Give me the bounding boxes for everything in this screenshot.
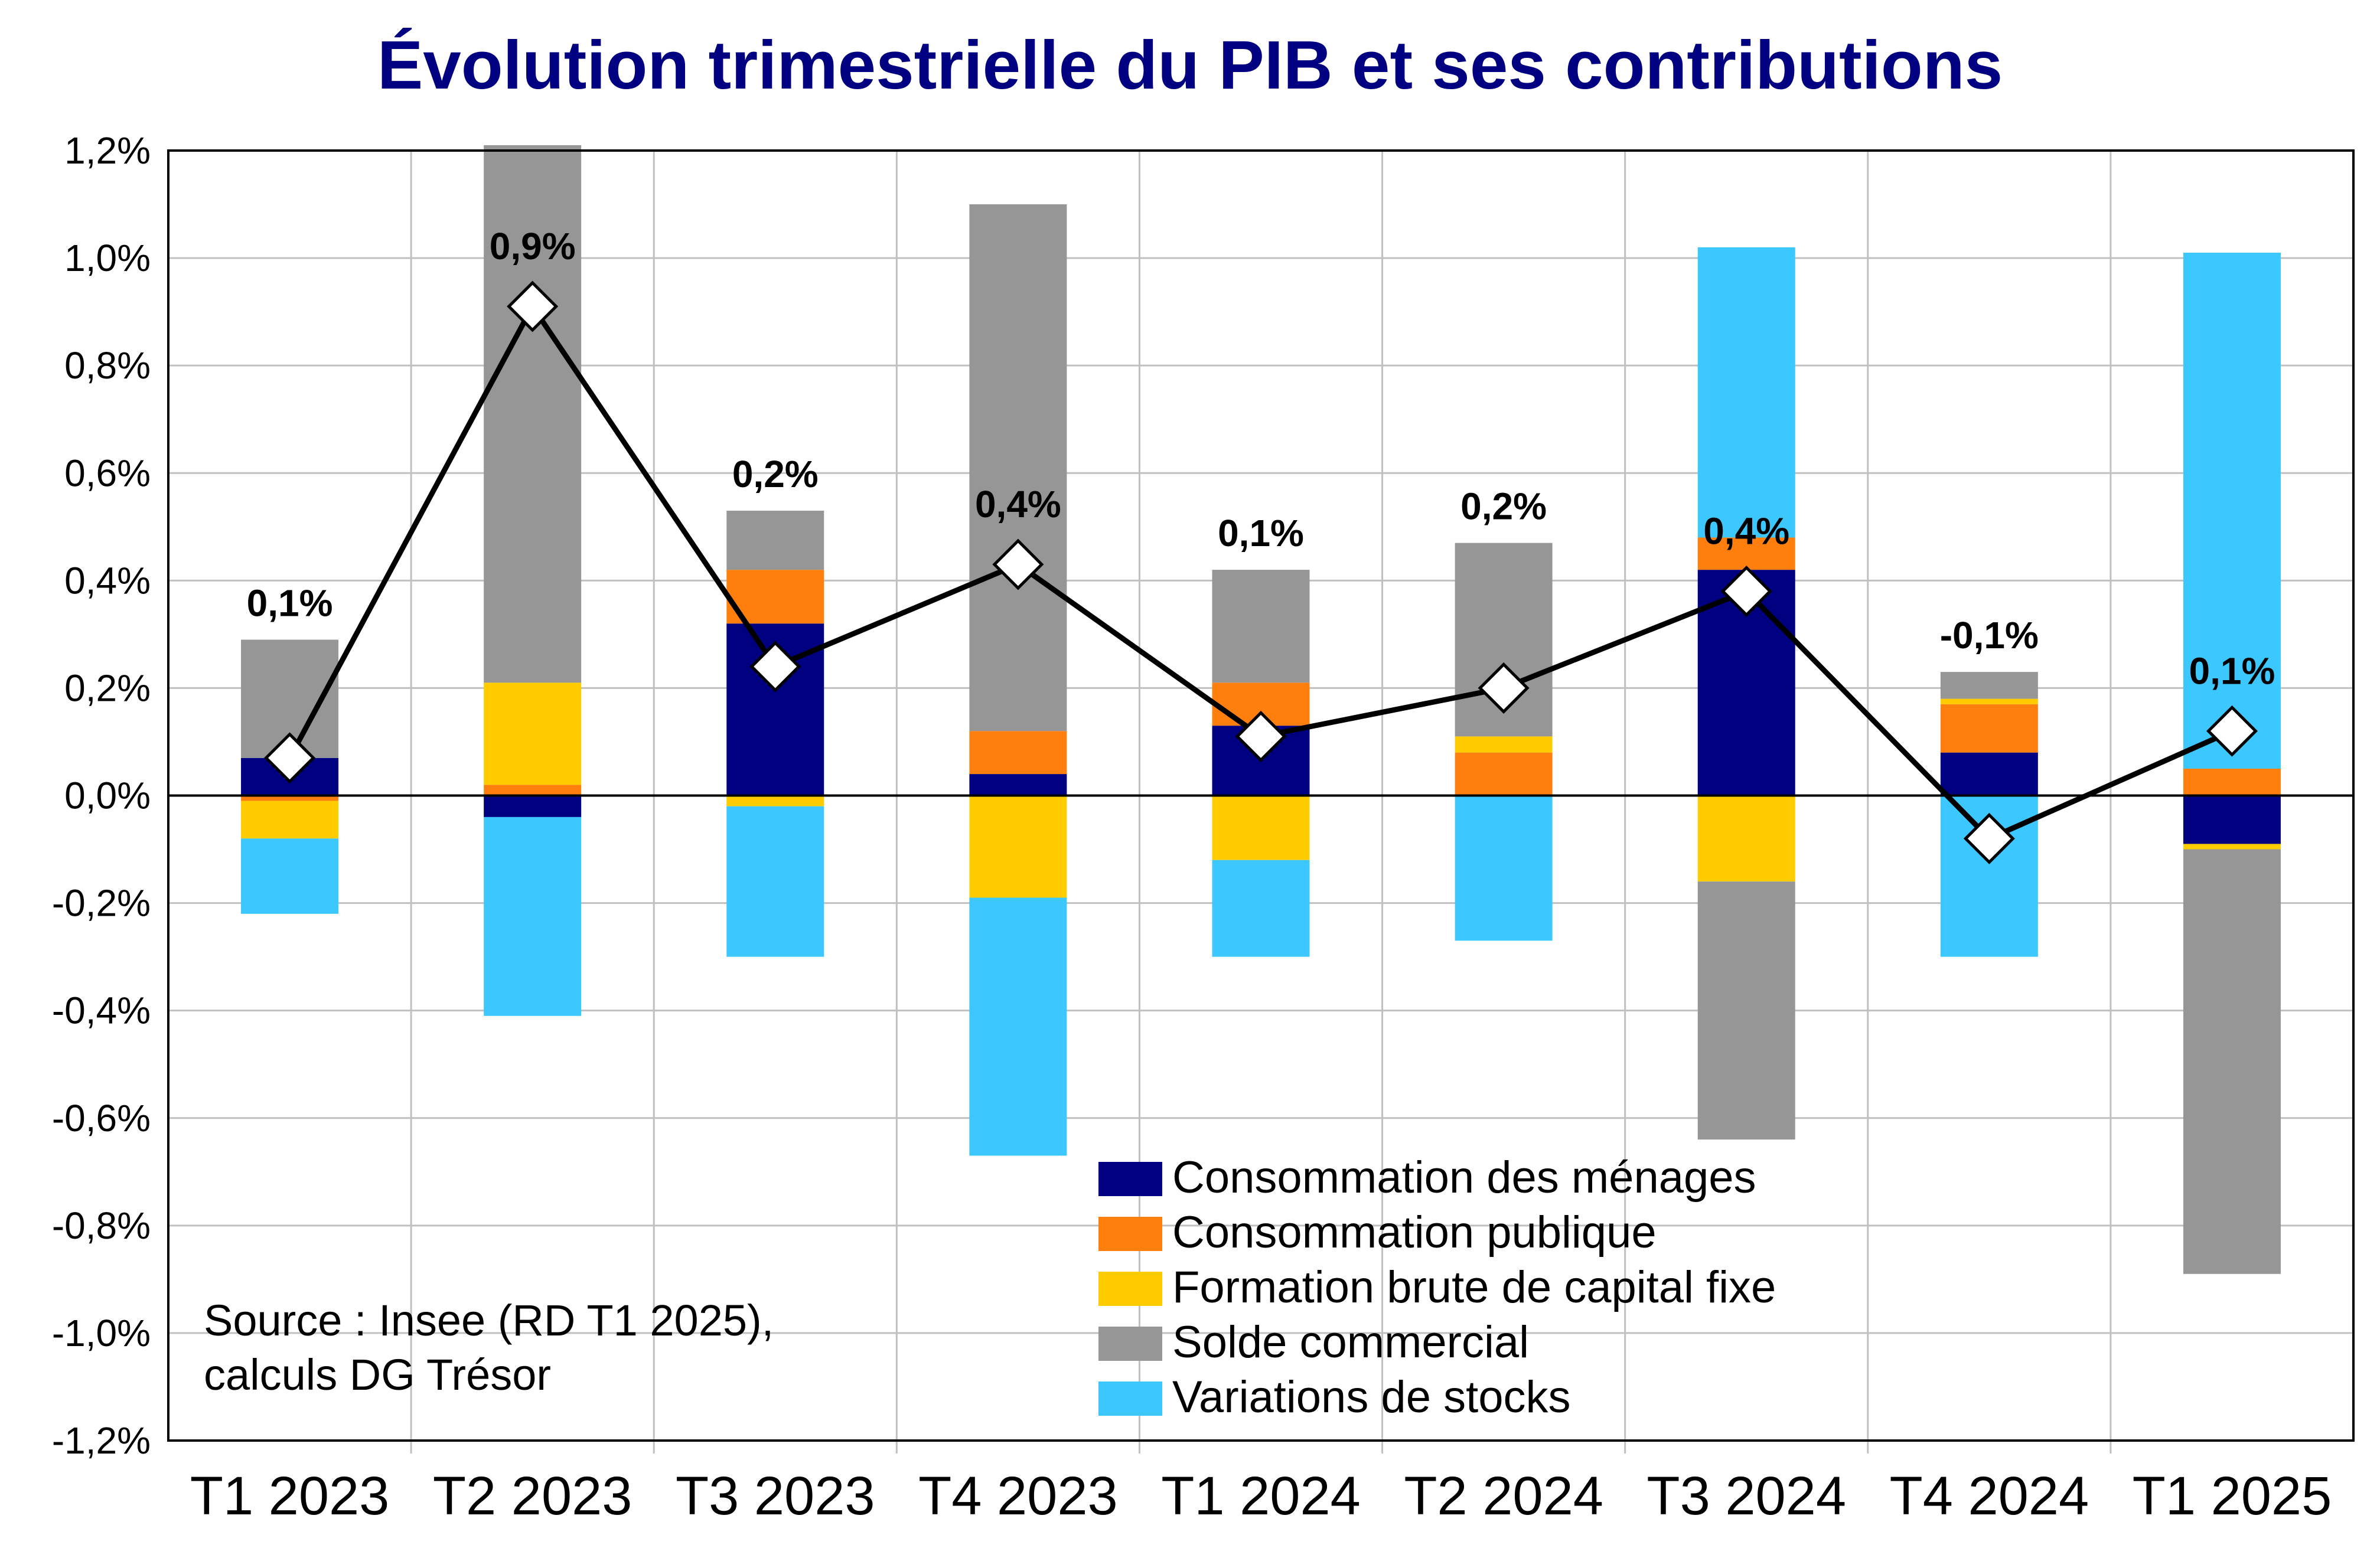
bar-segment (726, 795, 824, 806)
bar-segment (1455, 795, 1553, 941)
gdp-data-label: 0,1% (1218, 512, 1304, 554)
bar-segment (1940, 704, 2038, 753)
x-tick-label: T4 2024 (1890, 1466, 2089, 1526)
x-tick-label: T2 2023 (433, 1466, 633, 1526)
bar-segment (969, 731, 1067, 775)
bar-segment (2183, 252, 2281, 769)
x-tick-label: T1 2024 (1161, 1466, 1361, 1526)
bar-segment (1697, 247, 1795, 538)
bar-segment (2183, 844, 2281, 850)
legend-swatch (1098, 1272, 1162, 1306)
bar-segment (1212, 570, 1310, 683)
bar-segment (1940, 698, 2038, 704)
gdp-data-label: 0,4% (1703, 510, 1789, 553)
bar-segment (1455, 752, 1553, 796)
gdp-point (1235, 710, 1287, 762)
x-tick-label: T2 2024 (1404, 1466, 1603, 1526)
gdp-point (1720, 566, 1772, 618)
legend-label: Consommation des ménages (1172, 1152, 1756, 1203)
gdp-data-label: 0,2% (1460, 485, 1547, 528)
legend-label: Consommation publique (1172, 1207, 1657, 1258)
x-tick-label: T1 2023 (190, 1466, 390, 1526)
bar-segment (1212, 795, 1310, 860)
source-note: Source : Insee (RD T1 2025), calculs DG T… (204, 1296, 774, 1399)
gdp-point (507, 280, 559, 332)
x-tick-label: T1 2025 (2133, 1466, 2332, 1526)
bar-segment (2183, 849, 2281, 1274)
gdp-data-label: 0,9% (490, 225, 576, 267)
gdp-line (264, 280, 2258, 864)
bar-segment (1940, 672, 2038, 699)
bar-segment (241, 801, 339, 839)
bar-segment (484, 145, 582, 683)
y-tick-label: -0,8% (52, 1204, 151, 1247)
gdp-point (992, 538, 1044, 590)
gdp-point (749, 641, 801, 693)
bar-segment (241, 838, 339, 914)
legend-label: Solde commercial (1172, 1317, 1529, 1367)
bar-segment (241, 795, 339, 801)
y-tick-label: 1,2% (64, 129, 151, 172)
axes: 1,2% 1,0% 0,8% 0,6% 0,4% 0,2% 0,0% -0,2% -0,4% -0… (52, 129, 2355, 1526)
x-tick-label: T3 2023 (676, 1466, 875, 1526)
bar-segment (1697, 795, 1795, 882)
bar-segment (969, 774, 1067, 796)
legend-swatch (1098, 1217, 1162, 1251)
bar-segment (484, 817, 582, 1016)
bar-segment (1455, 736, 1553, 753)
bar-segment (1697, 537, 1795, 570)
gdp-point (1963, 812, 2015, 864)
y-tick-label: -0,2% (52, 882, 151, 925)
legend-label: Variations de stocks (1172, 1372, 1570, 1422)
bar-segment (726, 806, 824, 957)
y-tick-label: 0,0% (64, 775, 151, 817)
gdp-point (264, 732, 316, 784)
y-tick-label: 0,6% (64, 452, 151, 494)
gdp-point (2206, 705, 2258, 757)
gdp-data-label: 0,1% (247, 582, 333, 624)
y-tick-label: -1,0% (52, 1312, 151, 1354)
bar-segment (2183, 795, 2281, 844)
legend-swatch (1098, 1382, 1162, 1416)
plot-frame (167, 149, 2355, 1442)
y-tick-label: 0,8% (64, 344, 151, 387)
bar-segment (484, 682, 582, 785)
bar-segment (1212, 860, 1310, 957)
gdp-point (1478, 662, 1530, 714)
gdp-data-label: 0,4% (975, 483, 1061, 525)
y-tick-label: 1,0% (64, 237, 151, 279)
x-tick-label: T4 2023 (918, 1466, 1118, 1526)
gdp-labels: 0,1% 0,9% 0,2% 0,4% 0,1% 0,2% 0,4% -0,1% 0,1% (247, 225, 2275, 692)
y-tick-label: -0,6% (52, 1097, 151, 1139)
source-line: Source : Insee (RD T1 2025), (204, 1296, 774, 1345)
x-tick-label: T3 2024 (1647, 1466, 1846, 1526)
gdp-data-label: 0,1% (2189, 649, 2275, 692)
gdp-data-label: 0,2% (732, 453, 819, 495)
stacked-bars (241, 145, 2281, 1274)
bar-segment (969, 795, 1067, 898)
bar-segment (969, 897, 1067, 1156)
bar-segment (1940, 752, 2038, 796)
bar-segment (484, 785, 582, 796)
y-tick-label: 0,2% (64, 667, 151, 709)
y-tick-label: -1,2% (52, 1419, 151, 1462)
source-line: calculs DG Trésor (204, 1350, 551, 1399)
y-tick-label: 0,4% (64, 559, 151, 602)
legend-swatch (1098, 1327, 1162, 1361)
chart-title: Évolution trimestrielle du PIB et ses co… (377, 27, 2003, 103)
legend-label: Formation brute de capital fixe (1172, 1262, 1776, 1312)
y-tick-label: -0,4% (52, 989, 151, 1032)
bar-segment (969, 204, 1067, 731)
bar-segment (1697, 881, 1795, 1140)
bar-segment (2183, 768, 2281, 796)
bar-segment (726, 510, 824, 570)
gdp-data-label: -0,1% (1940, 614, 2039, 657)
bar-segment (484, 795, 582, 817)
legend-swatch (1098, 1162, 1162, 1196)
